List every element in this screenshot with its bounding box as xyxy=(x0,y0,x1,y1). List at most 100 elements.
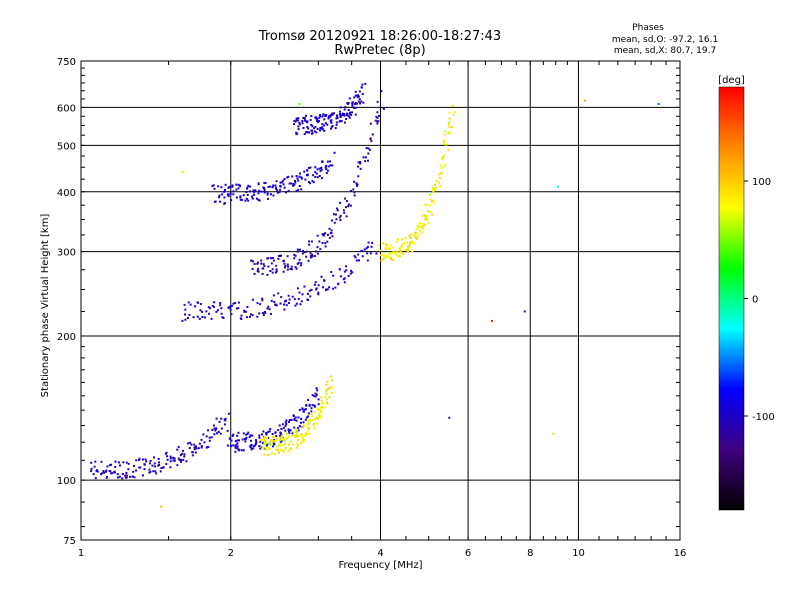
echo-point xyxy=(219,432,222,435)
echo-point xyxy=(442,156,445,159)
echo-point xyxy=(191,454,194,457)
echo-point xyxy=(300,176,303,179)
echo-point xyxy=(235,443,238,446)
echo-point xyxy=(417,225,420,228)
echo-point xyxy=(237,449,240,452)
echo-point xyxy=(235,183,238,186)
echo-point xyxy=(182,449,185,452)
echo-point xyxy=(366,259,369,262)
echo-point xyxy=(197,447,200,450)
echo-point xyxy=(376,111,379,114)
echo-point xyxy=(420,225,423,228)
echo-point xyxy=(443,133,446,136)
echo-point xyxy=(246,194,249,197)
echo-point xyxy=(290,182,293,185)
echo-point xyxy=(311,125,314,128)
echo-point xyxy=(387,251,390,254)
echo-point xyxy=(319,170,322,173)
echo-point xyxy=(303,285,306,288)
echo-point xyxy=(114,460,117,463)
echo-point xyxy=(101,472,104,475)
echo-point xyxy=(289,440,292,443)
echo-point xyxy=(295,131,298,134)
echo-point xyxy=(380,259,383,262)
echo-point xyxy=(339,106,342,109)
echo-point xyxy=(294,416,297,419)
echo-point xyxy=(414,242,417,245)
echo-point xyxy=(302,116,305,119)
echo-point xyxy=(299,172,302,175)
echo-point xyxy=(269,193,272,196)
echo-point xyxy=(364,156,367,159)
echo-point xyxy=(297,438,300,441)
echo-point xyxy=(304,178,307,181)
echo-point xyxy=(149,470,152,473)
echo-point xyxy=(224,183,227,186)
echo-point xyxy=(301,293,304,296)
echo-point xyxy=(303,170,306,173)
echo-point xyxy=(296,287,299,290)
echo-point xyxy=(312,181,315,184)
echo-point xyxy=(245,191,248,194)
echo-point xyxy=(177,457,180,460)
echo-point xyxy=(105,476,108,479)
echo-point xyxy=(250,195,253,198)
echo-point xyxy=(94,460,97,463)
echo-point xyxy=(306,173,309,176)
echo-point xyxy=(273,436,276,439)
echo-point xyxy=(369,137,372,140)
echo-point xyxy=(304,120,307,123)
echo-point xyxy=(290,434,293,437)
echo-point xyxy=(392,246,395,249)
echo-point xyxy=(313,283,316,286)
echo-point xyxy=(315,422,318,425)
echo-point xyxy=(406,245,409,248)
echo-point xyxy=(382,253,385,256)
echo-point xyxy=(371,241,374,244)
echo-trace-o xyxy=(250,90,385,276)
echo-point xyxy=(451,105,454,108)
echo-point xyxy=(203,316,206,319)
echo-point xyxy=(331,391,334,394)
echo-point xyxy=(351,101,354,104)
echo-point xyxy=(328,396,331,399)
echo-point xyxy=(256,262,259,265)
echo-point xyxy=(330,127,333,130)
echo-point xyxy=(315,387,318,390)
echo-point xyxy=(250,443,253,446)
echo-point xyxy=(349,204,352,207)
echo-point xyxy=(326,288,329,291)
echo-point xyxy=(179,454,182,457)
echo-point xyxy=(138,466,141,469)
echo-point xyxy=(429,204,432,207)
chart-title-line2: RwPretec (8p) xyxy=(334,43,425,58)
echo-point xyxy=(303,251,306,254)
echo-point xyxy=(235,196,238,199)
echo-point xyxy=(217,430,220,433)
echo-point xyxy=(316,176,319,179)
echo-point xyxy=(125,461,128,464)
echo-point xyxy=(287,301,290,304)
echo-point xyxy=(282,270,285,273)
echo-point xyxy=(269,185,272,188)
echo-point xyxy=(248,315,251,318)
echo-point xyxy=(166,458,169,461)
echo-point xyxy=(263,189,266,192)
echo-point xyxy=(453,111,456,114)
y-tick-label: 750 xyxy=(57,57,76,68)
echo-point xyxy=(266,193,269,196)
echo-point xyxy=(314,411,317,414)
echo-point xyxy=(307,415,310,418)
echo-point xyxy=(307,127,310,130)
echo-point xyxy=(281,423,284,426)
echo-point xyxy=(169,466,172,469)
echo-point xyxy=(294,429,297,432)
echo-point xyxy=(215,310,218,313)
echo-point xyxy=(447,121,450,124)
echo-point xyxy=(172,456,175,459)
echo-point xyxy=(396,250,399,253)
echo-point xyxy=(245,197,248,200)
echo-point xyxy=(268,441,271,444)
echo-point xyxy=(274,186,277,189)
echo-point xyxy=(290,268,293,271)
